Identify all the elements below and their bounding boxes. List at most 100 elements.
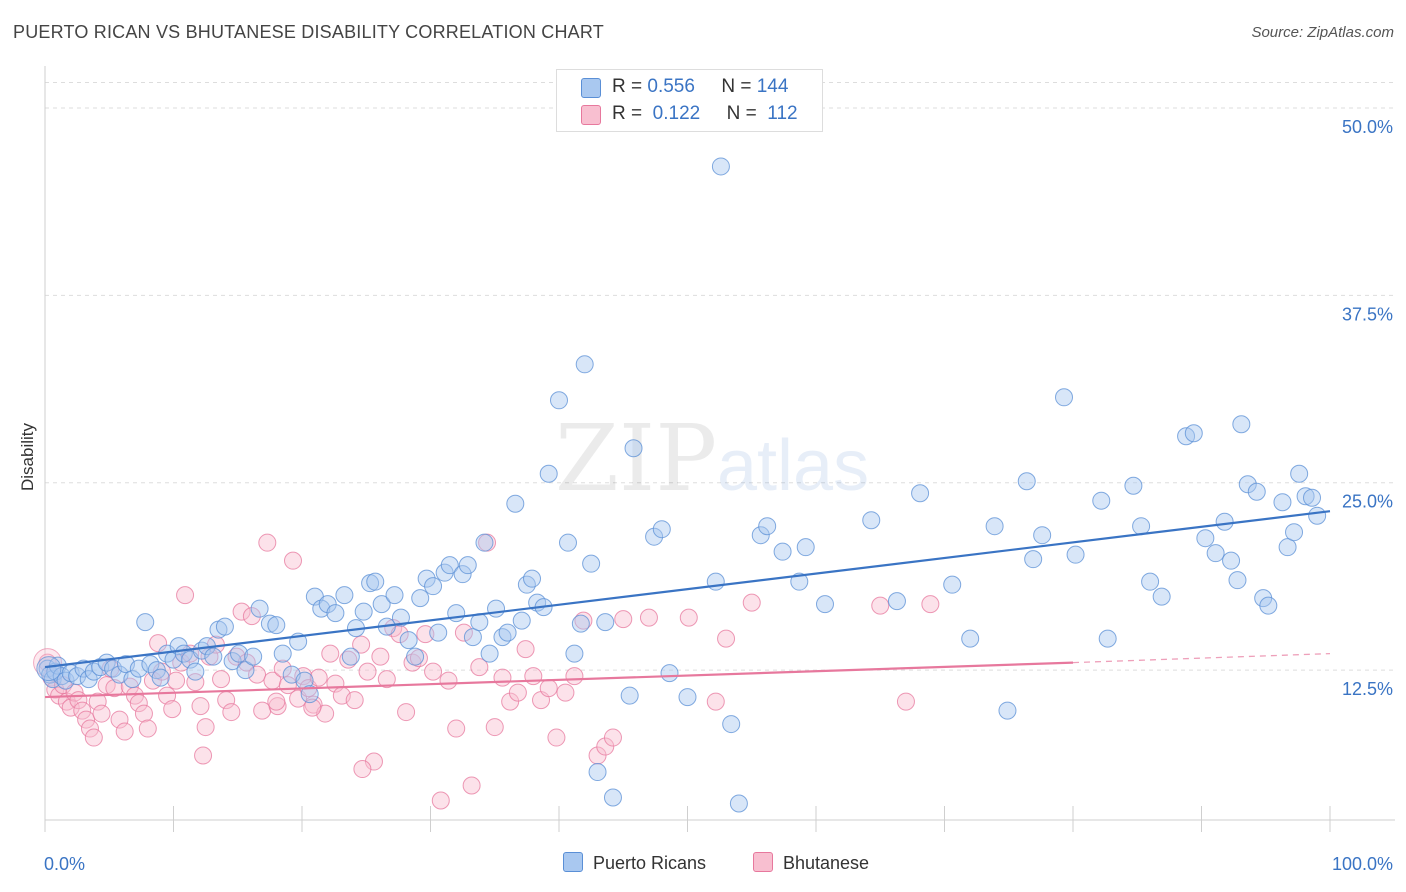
bhutanese-point [416,625,435,644]
puerto-rican-point [571,614,590,633]
puerto-rican-point [391,608,410,627]
puerto-rican-point [961,629,980,648]
trend-line-bhutanese [44,661,1074,699]
bhutanese-point [397,703,416,722]
puerto-rican-point [796,538,815,557]
puerto-rican-point [550,391,568,410]
puerto-rican-point [399,631,418,650]
puerto-rican-point [1017,472,1036,491]
puerto-rican-point [84,662,103,681]
bhutanese-point [267,692,286,711]
bhutanese-point [242,607,261,626]
bhutanese-point [163,700,182,719]
legend-n-value: 112 [767,103,798,124]
bhutanese-point [524,667,543,686]
bhutanese-point [717,629,736,648]
bhutanese-point [212,670,231,689]
bhutanese-point [158,686,177,705]
bhutanese-point [431,791,450,810]
puerto-rican-point [751,526,770,545]
puerto-rican-point [326,604,345,623]
legend-swatch-blue [581,78,601,98]
puerto-rican-point [660,664,679,683]
puerto-rican-point [1196,529,1215,548]
puerto-rican-point [366,572,385,591]
chart-title: PUERTO RICAN VS BHUTANESE DISABILITY COR… [13,22,604,42]
bhutanese-point [921,595,940,614]
puerto-rican-point [523,569,542,588]
bhutanese-point [679,608,698,627]
puerto-rican-point [711,157,730,176]
puerto-rican-point [406,647,425,666]
puerto-rican-point [129,659,148,678]
puerto-rican-point [887,592,906,611]
x-tick-labels: 0.0% 100.0% [44,854,1393,874]
puerto-rican-point [1152,587,1171,606]
puerto-rican-point [458,556,477,575]
puerto-rican-point [1222,551,1241,570]
puerto-rican-point [447,604,466,623]
puerto-rican-point [558,533,577,552]
puerto-rican-point [453,565,472,584]
puerto-rican-point [1228,571,1247,590]
puerto-rican-point [512,611,531,630]
puerto-rican-point [1124,476,1143,495]
watermark-zip: ZIP [555,405,717,512]
bhutanese-point [84,728,103,747]
puerto-rican-point [588,763,607,782]
puerto-rican-point [815,595,834,614]
bhutanese-point [565,667,584,686]
bhutanese-point [273,659,292,678]
bhutanese-point [896,692,915,711]
puerto-rican-point [236,661,255,680]
bhutanese-point [547,728,566,747]
bhutanese-point [77,710,96,729]
bhutanese-point [186,673,205,692]
puerto-rican-point [603,788,622,807]
bhutanese-point [105,679,124,698]
stats-legend: R = 0.556 N = 144 R = 0.122 N = 112 [556,69,823,132]
puerto-rican-point [911,484,930,503]
puerto-rican-point [215,617,234,636]
bhutanese-point [353,760,372,779]
legend-r-value: 0.556 [647,76,695,97]
bhutanese-point [377,670,396,689]
puerto-rican-point [1296,487,1315,506]
puerto-rican-point [773,542,792,561]
bhutanese-point [742,593,761,612]
puerto-rican-point [620,686,639,705]
legend-swatch-pink [581,105,601,125]
puerto-rican-point [943,575,962,594]
bhutanese-point [88,692,107,711]
puerto-rican-point [1098,629,1117,648]
bhutanese-point [284,551,303,570]
puerto-rican-point [1290,464,1309,483]
puerto-rican-point [1308,506,1327,525]
bhutanese-point [539,679,558,698]
puerto-rican-point [790,572,809,591]
puerto-rican-point [1273,493,1292,512]
bhutanese-point [339,650,358,669]
puerto-rican-point [372,595,391,614]
puerto-rican-point [250,599,269,618]
legend-r-label: R = [612,76,643,97]
puerto-rican-point [385,586,404,605]
puerto-rican-point [429,623,448,642]
puerto-rican-point [1238,475,1257,494]
puerto-rican-point [1285,523,1304,542]
bhutanese-point [149,634,168,653]
bhutanese-point [574,611,593,630]
y-tick-label: 25.0% [1342,492,1393,512]
puerto-rican-point [498,623,517,642]
puerto-rican-point [136,613,155,632]
bhutanese-point [321,644,340,663]
puerto-rican-point [985,517,1004,536]
x-tick-label: 0.0% [44,854,85,874]
bhutanese-point [439,671,458,690]
puerto-rican-point [645,527,664,546]
legend-n-label: N = [726,103,757,124]
puerto-rican-point [1215,512,1234,531]
puerto-rican-point [480,644,499,663]
puerto-rican-point [335,586,354,605]
puerto-rican-point [1206,544,1225,563]
